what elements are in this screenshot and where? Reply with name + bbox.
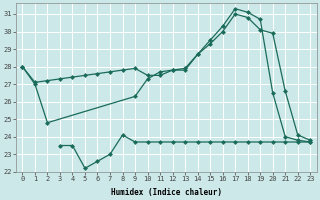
X-axis label: Humidex (Indice chaleur): Humidex (Indice chaleur) <box>111 188 222 197</box>
